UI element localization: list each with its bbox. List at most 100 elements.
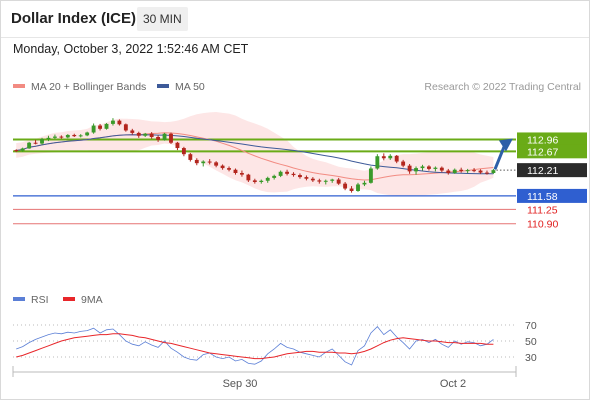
candle-body (381, 156, 386, 159)
rsi-tick-label: 50 (525, 336, 537, 348)
candle-body (298, 175, 302, 178)
candle-body (407, 165, 412, 172)
forecast-arrow-shaft (493, 142, 507, 170)
candle-body (181, 148, 186, 155)
candle-body (111, 120, 115, 124)
candle-body (427, 166, 431, 169)
candle-body (291, 173, 296, 176)
header-divider (1, 37, 589, 38)
candle-body (278, 171, 283, 176)
candle-body (349, 188, 354, 191)
candle-body (52, 136, 57, 138)
forecast-arrow-head (499, 138, 513, 152)
candle-body (117, 120, 122, 125)
candle-body (472, 170, 477, 172)
candle-body (272, 175, 277, 178)
candle-body (252, 180, 257, 182)
x-tick-sep-30: Sep 30 (223, 378, 258, 390)
candle-body (14, 150, 19, 152)
candle-body (465, 170, 470, 172)
legend-swatch-ma50 (157, 84, 169, 89)
candle-body (188, 154, 193, 160)
candle-body (91, 125, 96, 133)
timeframe-badge[interactable]: 30 MIN (137, 7, 188, 31)
candle-body (33, 142, 38, 144)
candle-body (65, 134, 70, 138)
candle-body (78, 135, 83, 137)
candle-body (130, 130, 135, 133)
candle-body (194, 159, 199, 164)
candle-body (46, 137, 51, 140)
candle-body (85, 132, 90, 136)
candle-body (433, 167, 438, 169)
legend-rsi: RSI (13, 294, 49, 306)
candle-body (149, 133, 154, 137)
candle-body (162, 133, 167, 140)
rsi-tick-label: 30 (525, 352, 537, 364)
candle-body (227, 168, 231, 170)
rsi-ma-line (16, 333, 494, 360)
label-112-21-bg (517, 163, 587, 178)
legend-ma20-bollinger: MA 20 + Bollinger Bands (13, 81, 146, 93)
candle-body (20, 148, 25, 151)
candle-body (323, 180, 328, 182)
candle-body (478, 170, 483, 173)
legend-ma50: MA 50 (157, 81, 205, 93)
label-111-58: 111.58 (527, 191, 558, 203)
candle-body (491, 170, 496, 173)
candle-body (239, 173, 244, 175)
candle-body (59, 136, 64, 138)
candle-body (439, 167, 444, 171)
candle-body (446, 170, 451, 173)
candle-body (362, 182, 367, 185)
candle-body (388, 155, 393, 159)
x-tick-oct-2: Oct 2 (440, 378, 466, 390)
candle-body (207, 161, 212, 163)
legend-swatch-ma20 (13, 84, 25, 89)
candle-body (220, 165, 225, 169)
candle-body (304, 177, 309, 179)
candle-body (394, 155, 399, 162)
instrument-title: Dollar Index (ICE) (11, 10, 137, 27)
legend-swatch-rsi (13, 297, 25, 302)
candle-body (401, 161, 406, 166)
report-timestamp: Monday, October 3, 2022 1:52:46 AM CET (13, 42, 249, 56)
candle-body (356, 184, 360, 191)
header: Dollar Index (ICE) 30 MIN (1, 1, 589, 37)
candle-body (136, 132, 141, 136)
candle-body (175, 142, 180, 149)
candle-body (452, 169, 457, 173)
candle-body (368, 168, 373, 183)
candle-body (420, 166, 425, 169)
candle-body (169, 133, 173, 143)
legend-label-ma20: MA 20 + Bollinger Bands (31, 81, 147, 93)
candle-body (201, 161, 206, 164)
candle-body (72, 134, 77, 137)
legend-label-rsi: RSI (31, 294, 49, 306)
candle-body (336, 179, 341, 184)
candle-body (27, 142, 32, 149)
bollinger-band-area (16, 112, 494, 196)
candle-body (104, 123, 109, 129)
label-110-90: 110.90 (527, 219, 558, 231)
label-112-67: 112.67 (527, 146, 558, 158)
candle-body (123, 124, 128, 131)
candle-body (259, 180, 264, 182)
candle-body (156, 137, 161, 140)
candle-body (459, 169, 464, 171)
legend-swatch-rsi-ma (63, 297, 75, 302)
label-112-21: 112.21 (527, 165, 558, 177)
rsi-line (16, 326, 494, 366)
label-112-96: 112.96 (527, 134, 558, 146)
candle-body (375, 156, 380, 169)
candle-body (143, 133, 148, 136)
candle-body (285, 171, 290, 174)
candle-body (246, 174, 251, 181)
candle-body (330, 179, 335, 181)
copyright-credit: Research © 2022 Trading Central (424, 81, 581, 93)
legend-label-ma50: MA 50 (175, 81, 205, 93)
candle-body (343, 183, 348, 189)
candle-body (233, 169, 238, 173)
legend-label-rsi-ma: 9MA (81, 294, 103, 306)
